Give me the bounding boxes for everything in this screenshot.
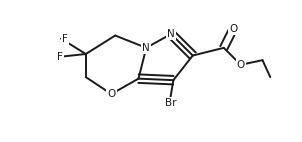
Text: N: N — [142, 43, 150, 53]
Text: O: O — [229, 24, 237, 34]
Text: F: F — [62, 34, 68, 44]
Text: O: O — [107, 89, 115, 99]
Text: F: F — [57, 52, 63, 62]
Text: N: N — [167, 29, 175, 39]
Text: O: O — [237, 60, 245, 70]
Text: Br: Br — [165, 98, 177, 108]
